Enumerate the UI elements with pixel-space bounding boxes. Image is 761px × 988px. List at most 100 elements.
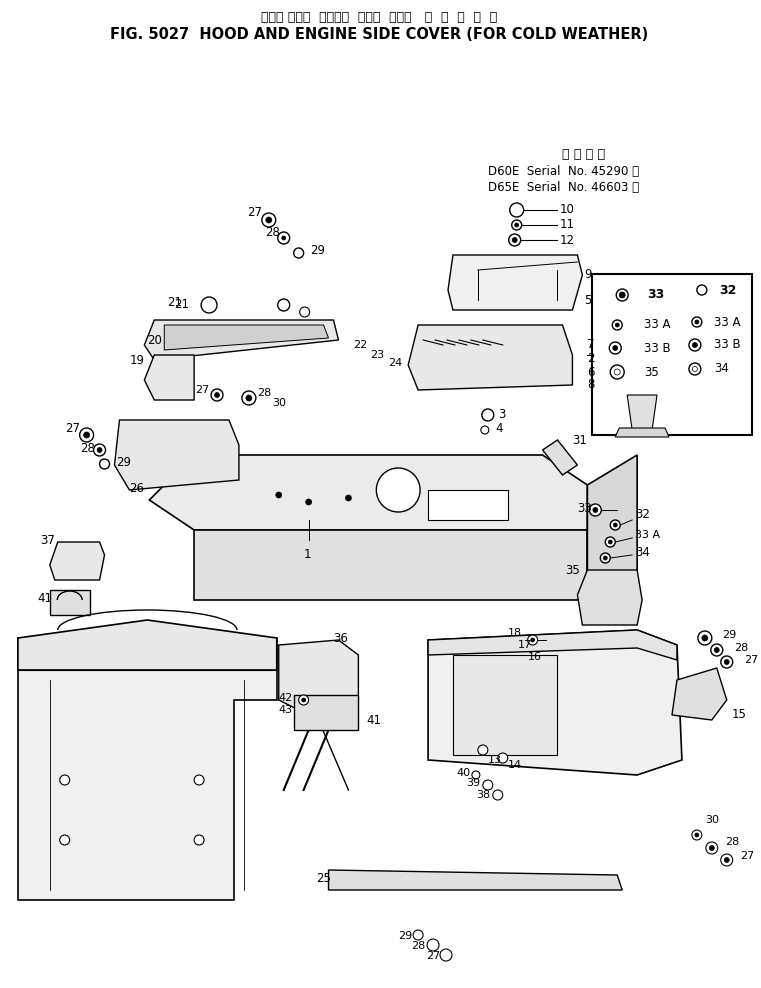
Text: 5: 5 xyxy=(584,293,592,306)
Text: 27: 27 xyxy=(426,951,441,961)
Text: 22: 22 xyxy=(353,340,368,350)
Text: 40: 40 xyxy=(456,768,470,778)
Circle shape xyxy=(345,495,352,501)
Text: 29: 29 xyxy=(721,630,736,640)
Text: 23: 23 xyxy=(371,350,384,360)
Polygon shape xyxy=(428,490,508,520)
Polygon shape xyxy=(453,655,558,755)
Text: 20: 20 xyxy=(148,334,162,347)
Circle shape xyxy=(616,289,628,301)
Text: 42: 42 xyxy=(279,693,293,703)
Polygon shape xyxy=(627,395,657,430)
Circle shape xyxy=(510,203,524,217)
Circle shape xyxy=(692,317,702,327)
Text: 33 A: 33 A xyxy=(635,530,661,540)
Polygon shape xyxy=(408,325,572,390)
Text: 13: 13 xyxy=(488,755,501,765)
Text: 38: 38 xyxy=(476,790,490,800)
Circle shape xyxy=(80,428,94,442)
Text: 34: 34 xyxy=(714,363,729,375)
Circle shape xyxy=(413,930,423,940)
Circle shape xyxy=(215,392,219,397)
Circle shape xyxy=(721,854,733,866)
Circle shape xyxy=(619,292,626,298)
Text: D60E  Serial  No. 45290 ～: D60E Serial No. 45290 ～ xyxy=(488,166,639,179)
Circle shape xyxy=(695,833,699,837)
Text: フード および  エンジン  サイド  カバー   寒  冷  地  仕  機: フード および エンジン サイド カバー 寒 冷 地 仕 機 xyxy=(261,12,498,25)
Circle shape xyxy=(605,537,615,547)
Circle shape xyxy=(600,553,610,563)
Circle shape xyxy=(715,647,719,652)
Text: 29: 29 xyxy=(310,243,326,257)
Text: 10: 10 xyxy=(559,204,575,216)
Circle shape xyxy=(695,320,699,324)
Circle shape xyxy=(300,307,310,317)
Polygon shape xyxy=(578,570,642,625)
Text: 27: 27 xyxy=(740,851,754,861)
Text: 27: 27 xyxy=(65,422,80,435)
Circle shape xyxy=(298,695,309,705)
Text: 29: 29 xyxy=(398,931,412,941)
Circle shape xyxy=(478,745,488,755)
Circle shape xyxy=(376,468,420,512)
Circle shape xyxy=(301,698,306,702)
Circle shape xyxy=(512,237,517,242)
Circle shape xyxy=(262,213,275,227)
Text: 32: 32 xyxy=(635,509,650,522)
Text: 4: 4 xyxy=(495,422,503,435)
Polygon shape xyxy=(145,355,194,400)
Circle shape xyxy=(306,499,311,505)
Text: 25: 25 xyxy=(317,871,332,884)
Circle shape xyxy=(278,232,290,244)
Text: 11: 11 xyxy=(559,218,575,231)
Text: 3: 3 xyxy=(498,408,505,422)
Circle shape xyxy=(603,556,607,560)
Circle shape xyxy=(493,790,503,800)
Text: 28: 28 xyxy=(265,226,280,239)
Text: 34: 34 xyxy=(635,546,650,559)
Polygon shape xyxy=(428,630,682,775)
Circle shape xyxy=(472,771,480,779)
Text: 27: 27 xyxy=(247,206,262,219)
Polygon shape xyxy=(279,640,358,715)
Circle shape xyxy=(498,753,508,763)
Text: 33: 33 xyxy=(578,502,592,515)
Text: 26: 26 xyxy=(129,481,145,495)
Text: 7: 7 xyxy=(587,339,595,352)
Circle shape xyxy=(614,369,620,375)
Circle shape xyxy=(282,236,285,240)
Text: 1: 1 xyxy=(304,548,311,561)
Text: 15: 15 xyxy=(732,708,747,721)
Text: 35: 35 xyxy=(644,366,659,378)
Polygon shape xyxy=(194,530,587,600)
Circle shape xyxy=(427,939,439,951)
Circle shape xyxy=(697,285,707,295)
Circle shape xyxy=(275,492,282,498)
Text: 41: 41 xyxy=(38,592,53,605)
Text: 27: 27 xyxy=(743,655,758,665)
Text: 24: 24 xyxy=(388,358,403,368)
Circle shape xyxy=(294,248,304,258)
Text: 39: 39 xyxy=(466,778,480,788)
Text: 33 B: 33 B xyxy=(714,339,740,352)
Text: 41: 41 xyxy=(366,713,381,726)
Circle shape xyxy=(94,444,106,456)
Circle shape xyxy=(527,635,537,645)
Circle shape xyxy=(693,343,697,348)
Text: 14: 14 xyxy=(508,760,522,770)
Circle shape xyxy=(689,339,701,351)
Circle shape xyxy=(514,223,519,227)
Circle shape xyxy=(610,342,621,354)
Text: 33: 33 xyxy=(647,288,664,301)
Circle shape xyxy=(724,858,729,863)
Circle shape xyxy=(698,631,712,645)
Polygon shape xyxy=(114,420,239,490)
Circle shape xyxy=(508,234,521,246)
Text: 21: 21 xyxy=(167,296,182,309)
Circle shape xyxy=(100,459,110,469)
Text: 8: 8 xyxy=(587,378,595,391)
Circle shape xyxy=(246,395,252,401)
Circle shape xyxy=(194,775,204,785)
Text: 6: 6 xyxy=(587,366,595,378)
Circle shape xyxy=(482,409,494,421)
